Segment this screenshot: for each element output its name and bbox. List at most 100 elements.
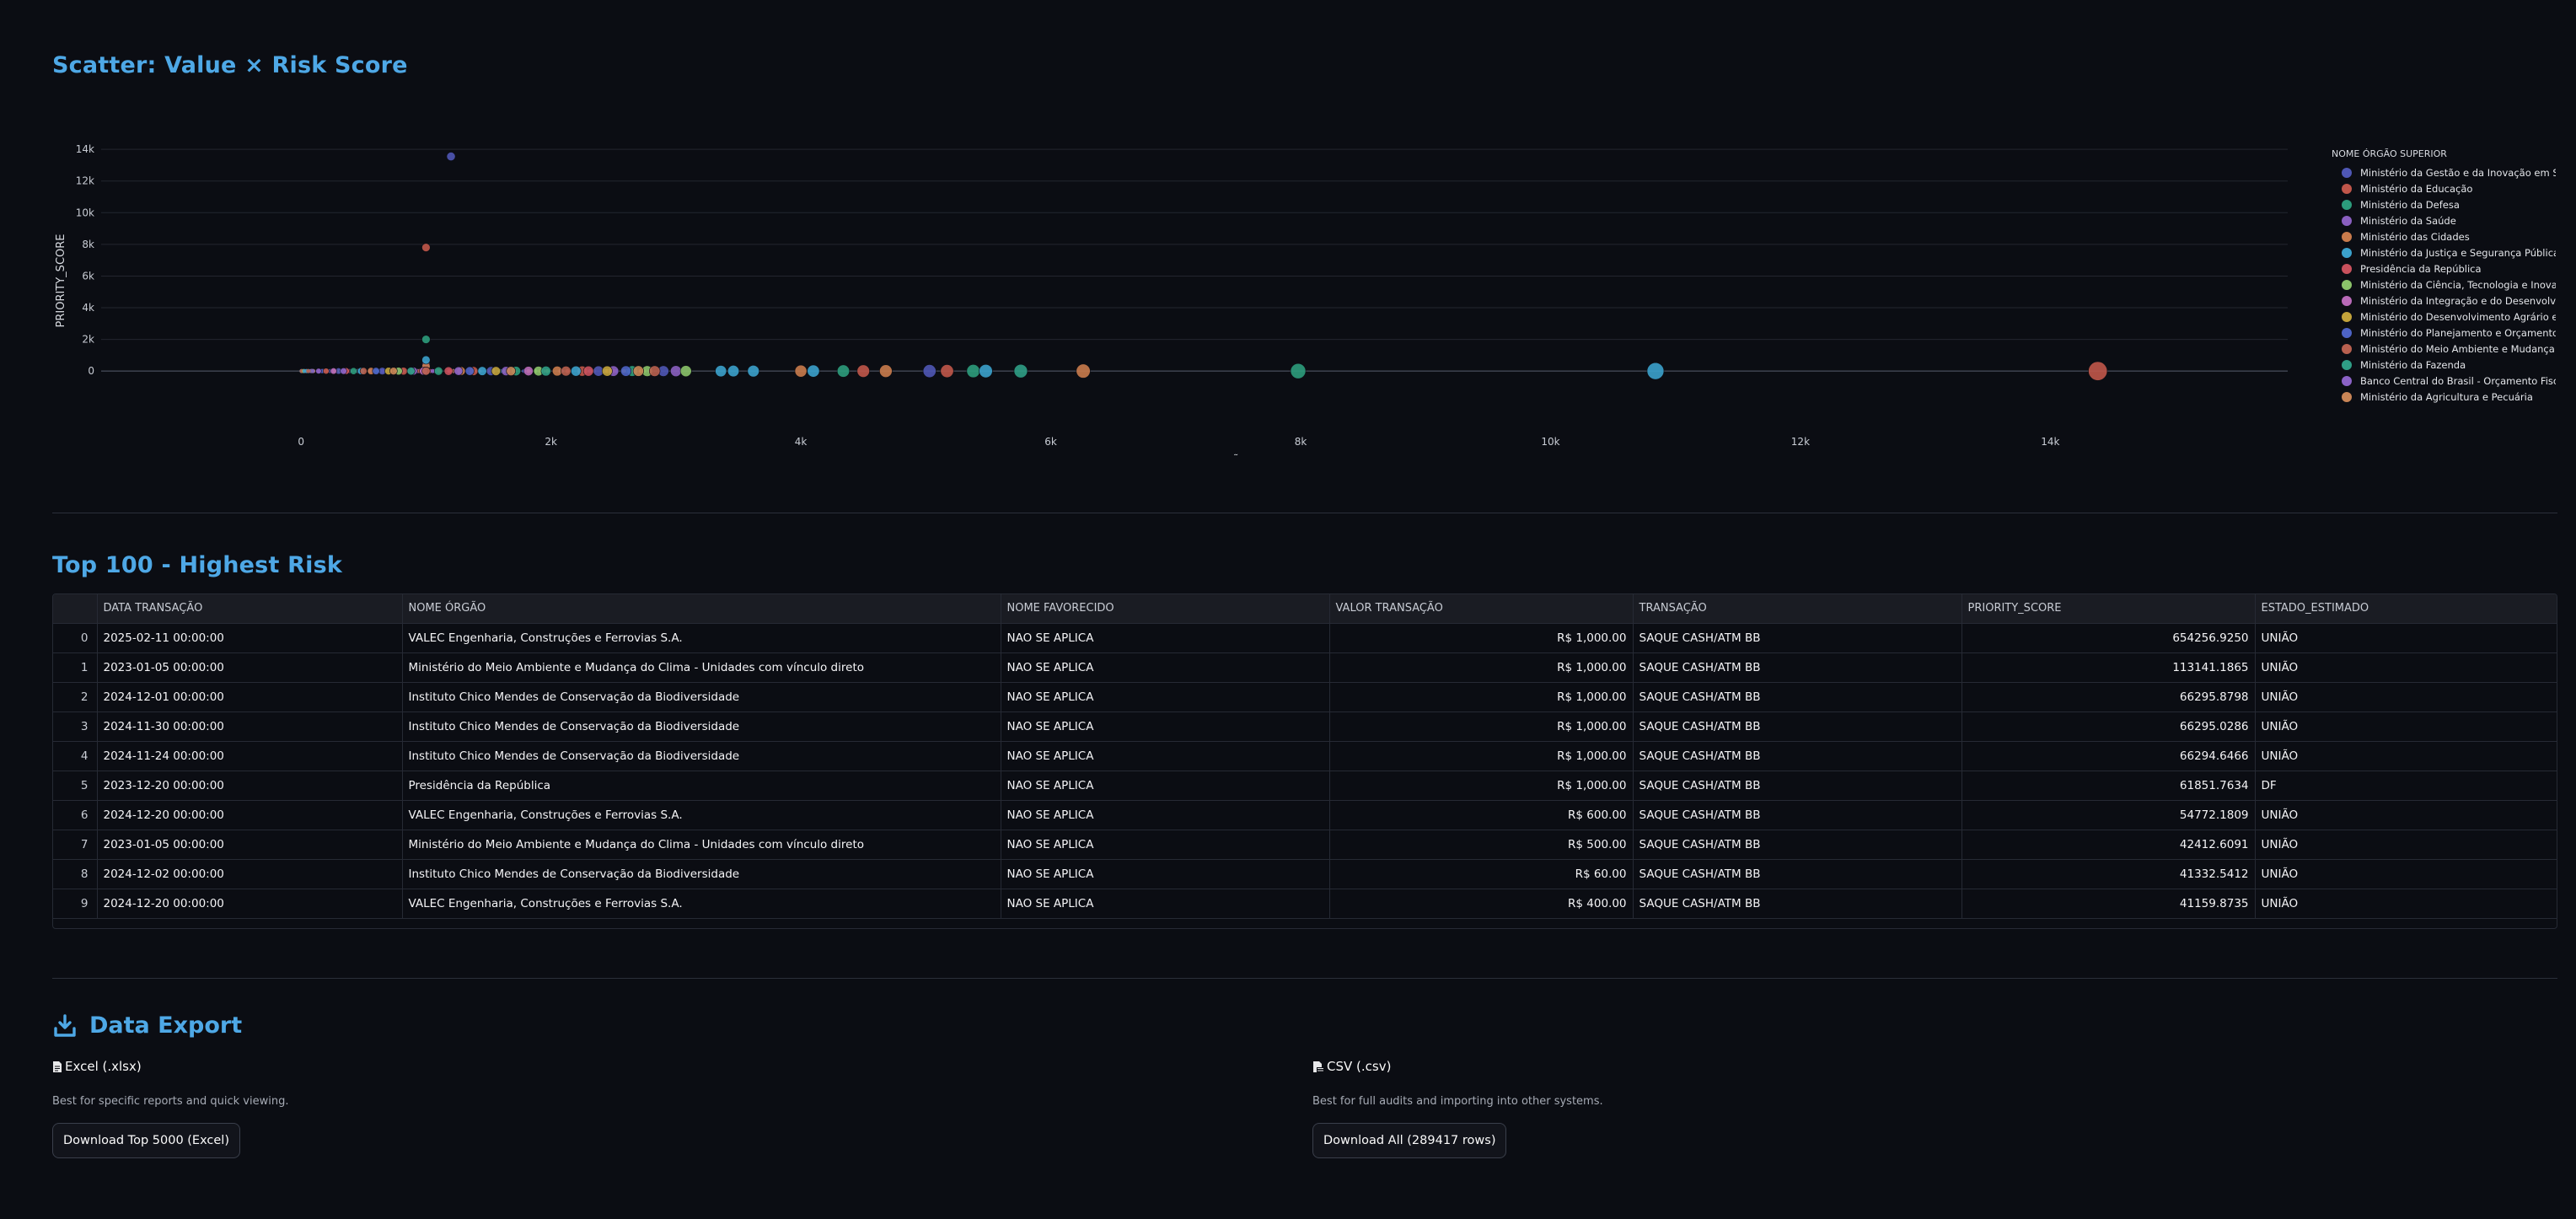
legend-item[interactable]: Presidência da República [2332,260,2556,277]
table-cell: R$ 1,000.00 [1329,741,1634,771]
table-cell: VALEC Engenharia, Construções e Ferrovia… [402,800,1001,830]
download-excel-button[interactable]: Download Top 5000 (Excel) [52,1123,240,1158]
scatter-point [506,366,516,376]
table-cell: UNIÃO [2255,623,2557,653]
scatter-chart[interactable]: 0 2k 4k 6k 8k 10k 12k 14k 0 2k 4k 6k 8k 10k 12k 14k VALO… [52,126,2557,455]
scatter-point [421,366,431,376]
legend-marker [2342,359,2352,370]
table-cell: 3 [53,712,98,742]
scatter-point [406,367,416,376]
table-cell: R$ 1,000.00 [1329,682,1634,712]
csv-heading: CSV (.csv) [1327,1059,1392,1074]
table-row[interactable]: 5 2023-12-20 00:00:00 Presidência da Repúb… [53,771,2557,801]
table-column-header[interactable]: ESTADO_ESTIMADO [2255,594,2557,624]
table-cell: 41159.8735 [1962,889,2256,919]
legend-item[interactable]: Ministério da Agricultura e Pecuária [2332,389,2556,405]
table-row[interactable]: 9 2024-12-20 00:00:00 VALEC Engenharia, Co… [53,889,2557,919]
legend-item[interactable]: Ministério do Planejamento e Orçamento [2332,325,2556,341]
legend-label: Ministério da Ciência, Tecnologia e Inov… [2360,278,2556,291]
table-column-header[interactable]: PRIORITY_SCORE [1962,594,2256,624]
table-cell: NAO SE APLICA [1001,652,1330,683]
scatter-point [570,365,582,377]
legend-label: Ministério da Fazenda [2360,358,2466,371]
table-row[interactable]: 3 2024-11-30 00:00:00 Instituto Chico Mend… [53,712,2557,742]
scatter-point [1646,362,1665,380]
table-cell: NAO SE APLICA [1001,800,1330,830]
table-header-row: DATA TRANSAÇÃO NOME ÓRGÃO NOME FAVORECIDO V… [53,594,2557,624]
legend-marker [2342,375,2352,386]
legend-item[interactable]: Ministério das Cidades [2332,228,2556,244]
table-cell: 66295.8798 [1962,682,2256,712]
table-column-header[interactable]: NOME ÓRGÃO [402,594,1001,624]
legend-item[interactable]: Ministério da Integração e do Desenvolvi… [2332,293,2556,309]
table-row[interactable]: 4 2024-11-24 00:00:00 Instituto Chico Mend… [53,741,2557,771]
csv-export-panel: CSV (.csv) Best for full audits and impo… [1312,1056,1603,1158]
legend-title: NOME ÓRGÃO SUPERIOR [2332,148,2447,159]
table-cell: 2023-01-05 00:00:00 [97,652,403,683]
table-row[interactable]: 1 2023-01-05 00:00:00 Ministério do Meio A… [53,652,2557,683]
table-row[interactable]: 6 2024-12-20 00:00:00 VALEC Engenharia, Co… [53,800,2557,830]
table-column-header[interactable] [53,594,98,624]
legend-item[interactable]: Ministério do Desenvolvimento Agrário e … [2332,309,2556,325]
table-row[interactable]: 0 2025-02-11 00:00:00 VALEC Engenharia, Co… [53,623,2557,653]
table-cell: 66294.6466 [1962,741,2256,771]
table-column-header[interactable]: TRANSAÇÃO [1633,594,1962,624]
legend-label: Ministério da Agricultura e Pecuária [2360,390,2533,403]
scatter-plot-svg[interactable]: 0 2k 4k 6k 8k 10k 12k 14k 0 2k 4k 6k 8k 10k 12k 14k VALO… [52,126,2328,455]
table-cell: UNIÃO [2255,859,2557,889]
table-cell: Presidência da República [402,771,1001,801]
download-icon [54,1013,76,1037]
scatter-point [715,365,727,378]
table-row[interactable]: 2 2024-12-01 00:00:00 Instituto Chico Mend… [53,682,2557,712]
legend-item[interactable]: Ministério da Educação [2332,180,2556,196]
table-cell: R$ 400.00 [1329,889,1634,919]
table-cell: SAQUE CASH/ATM BB [1633,859,1962,889]
table-cell: 113141.1865 [1962,652,2256,683]
csv-description: Best for full audits and importing into … [1312,1095,1603,1108]
export-title-text: Data Export [89,1012,243,1039]
download-csv-button[interactable]: Download All (289417 rows) [1312,1123,1507,1158]
table-cell: 66295.0286 [1962,712,2256,742]
y-tick-label: 8k [82,239,94,250]
table-column-header[interactable]: VALOR TRANSAÇÃO [1329,594,1634,624]
table-row[interactable]: 7 2023-01-05 00:00:00 Ministério do Meio A… [53,830,2557,860]
legend-item[interactable]: Ministério do Meio Ambiente e Mudança do… [2332,341,2556,357]
table-column-header[interactable]: DATA TRANSAÇÃO [97,594,403,624]
table-column-header[interactable]: NOME FAVORECIDO [1001,594,1330,624]
excel-heading: Excel (.xlsx) [65,1059,142,1074]
legend-item[interactable]: Ministério da Justiça e Segurança Públic… [2332,244,2556,260]
table-cell: Instituto Chico Mendes de Conservação da… [402,712,1001,742]
scatter-point [2088,361,2108,381]
table-cell: SAQUE CASH/ATM BB [1633,741,1962,771]
table-cell: R$ 600.00 [1329,800,1634,830]
legend-item[interactable]: Ministério da Gestão e da Inovação em Se… [2332,164,2556,180]
scatter-point [601,365,613,377]
x-tick-label: 6k [1044,436,1057,448]
legend-label: Ministério do Meio Ambiente e Mudança do… [2360,342,2556,355]
table-cell: NAO SE APLICA [1001,623,1330,653]
scatter-point [322,368,330,375]
legend-item[interactable]: Ministério da Fazenda [2332,357,2556,373]
y-tick-label: 14k [76,143,94,155]
scatter-point [879,364,893,378]
scatter-point [582,365,594,377]
legend-marker [2342,295,2352,306]
scatter-point [340,367,347,375]
legend-item[interactable]: Banco Central do Brasil - Orçamento Fisc… [2332,373,2556,389]
legend-marker [2342,183,2352,194]
legend-item[interactable]: Ministério da Defesa [2332,196,2556,212]
table-cell: 7 [53,830,98,860]
table-cell: NAO SE APLICA [1001,712,1330,742]
chart-legend[interactable]: NOME ÓRGÃO SUPERIOR Ministério da Gestão… [2332,148,2556,405]
table-row[interactable]: 8 2024-12-02 00:00:00 Instituto Chico Mend… [53,859,2557,889]
risk-table[interactable]: DATA TRANSAÇÃO NOME ÓRGÃO NOME FAVORECIDO V… [52,593,2557,929]
legend-marker [2342,327,2352,338]
legend-item[interactable]: Ministério da Saúde [2332,212,2556,228]
scatter-point [523,366,534,377]
scatter-point [430,368,435,373]
table-cell: 2 [53,682,98,712]
legend-item[interactable]: Ministério da Ciência, Tecnologia e Inov… [2332,277,2556,293]
table-cell: 8 [53,859,98,889]
table-cell: 2023-12-20 00:00:00 [97,771,403,801]
legend-label: Ministério das Cidades [2360,230,2470,243]
